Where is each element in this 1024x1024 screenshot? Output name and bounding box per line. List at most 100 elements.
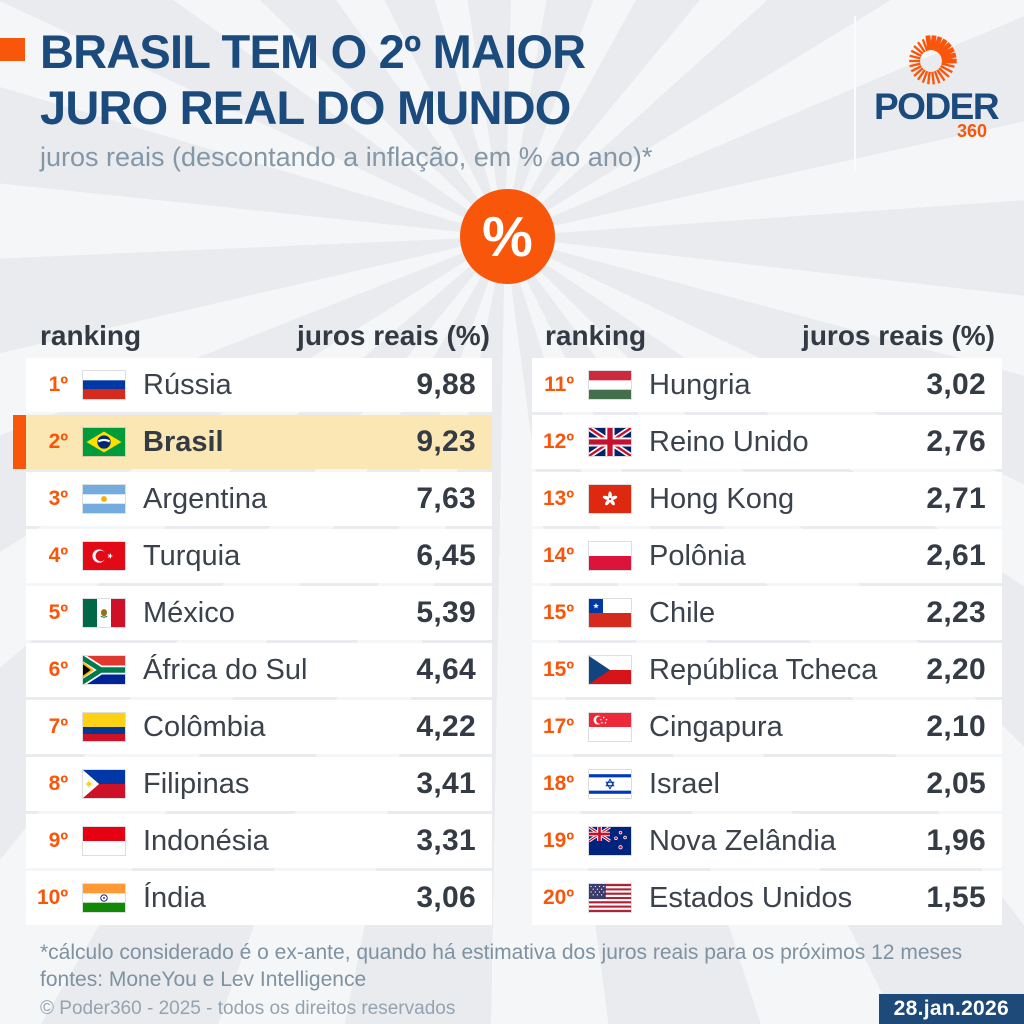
country-name: Turquia xyxy=(143,539,241,572)
country-name: Hungria xyxy=(649,368,751,401)
interest-rate-value: 1,96 xyxy=(926,824,986,857)
table-row: 9º Indonésia 3,31 xyxy=(26,814,492,868)
publication-date-badge: 28.jan.2026 xyxy=(878,994,1024,1024)
flag-poland-icon xyxy=(589,542,631,570)
flag-turkey-icon xyxy=(83,542,125,570)
flag-india-icon xyxy=(83,884,125,912)
interest-rate-value: 4,64 xyxy=(416,653,476,686)
ranking-table-right: 11º Hungria 3,02 12º Reino Unido 2,76 13º Hong … xyxy=(532,358,1002,925)
rank-label: 17º xyxy=(542,715,574,738)
page-title-line-1: BRASIL TEM O 2º MAIOR xyxy=(40,25,586,78)
rank-label: 7º xyxy=(48,715,68,738)
flag-south-africa-icon xyxy=(83,656,125,684)
country-name: Reino Unido xyxy=(649,425,809,458)
interest-rate-value: 1,55 xyxy=(926,881,986,914)
country-name: Argentina xyxy=(143,482,268,515)
copyright-notice: © Poder360 - 2025 - todos os direitos re… xyxy=(40,998,456,1019)
flag-argentina-icon xyxy=(83,485,125,513)
rank-label: 15º xyxy=(542,601,574,624)
country-name: Polônia xyxy=(649,539,746,572)
rank-label: 13º xyxy=(542,487,574,510)
flag-hong-kong-icon xyxy=(589,485,631,513)
table-row: 10º Índia 3,06 xyxy=(26,871,492,925)
flag-hungary-icon xyxy=(589,371,631,399)
interest-rate-value: 2,05 xyxy=(926,767,986,800)
interest-rate-value: 6,45 xyxy=(416,539,476,572)
poder360-logo-suffix: 360 xyxy=(956,121,987,141)
table-row: 7º Colômbia 4,22 xyxy=(26,700,492,754)
flag-israel-icon xyxy=(589,770,631,798)
table-row: 19º Nova Zelândia 1,96 xyxy=(532,814,1002,868)
rank-label: 15º xyxy=(542,658,574,681)
table-row: 12º Reino Unido 2,76 xyxy=(532,415,1002,469)
country-name: República Tcheca xyxy=(649,653,878,686)
country-name: Colômbia xyxy=(143,710,266,743)
rank-label: 10º xyxy=(36,886,68,909)
interest-rate-value: 2,71 xyxy=(926,482,986,515)
page-subtitle: juros reais (descontando a inflação, em … xyxy=(40,142,653,172)
interest-rate-value: 2,20 xyxy=(926,653,986,686)
rank-label: 4º xyxy=(48,544,68,567)
country-name: Índia xyxy=(143,881,206,914)
interest-rate-value: 9,88 xyxy=(416,368,476,401)
rank-label: 6º xyxy=(48,658,68,681)
table-row: 6º África do Sul 4,64 xyxy=(26,643,492,697)
percent-icon: % xyxy=(460,189,555,284)
table-row-highlighted: 2º Brasil 9,23 xyxy=(13,415,492,469)
flag-czech-icon xyxy=(589,656,631,684)
table-header-left: ranking juros reais (%) xyxy=(40,312,490,352)
rank-label: 12º xyxy=(542,430,574,453)
poder360-logo-wordmark: PODER xyxy=(874,86,1000,127)
rank-label: 1º xyxy=(48,373,68,396)
table-header-right: ranking juros reais (%) xyxy=(545,312,995,352)
flag-uk-icon xyxy=(589,428,631,456)
country-name: México xyxy=(143,596,235,629)
flag-mexico-icon xyxy=(83,599,125,627)
country-name: Chile xyxy=(649,596,716,629)
flag-singapore-icon xyxy=(589,713,631,741)
interest-rate-value: 2,76 xyxy=(926,425,986,458)
interest-rate-value: 7,63 xyxy=(416,482,476,515)
table-row: 13º Hong Kong 2,71 xyxy=(532,472,1002,526)
table-row: 11º Hungria 3,02 xyxy=(532,358,1002,412)
logo-divider xyxy=(854,16,856,172)
table-row: 3º Argentina 7,63 xyxy=(26,472,492,526)
page-title-line-2: JURO REAL DO MUNDO xyxy=(40,81,571,134)
country-name: África do Sul xyxy=(143,653,308,686)
rank-label: 19º xyxy=(542,829,574,852)
title-marker xyxy=(0,38,25,61)
rank-label: 14º xyxy=(542,544,574,567)
table-row: 18º Israel 2,05 xyxy=(532,757,1002,811)
rank-label: 8º xyxy=(48,772,68,795)
column-header-juros-reais: juros reais (%) xyxy=(297,320,490,351)
country-name: Israel xyxy=(649,767,720,800)
country-name: Hong Kong xyxy=(649,482,795,515)
interest-rate-value: 2,61 xyxy=(926,539,986,572)
ranking-table-left: 1º Rússia 9,88 2º Brasil 9,23 3º Argentina 7,63 4… xyxy=(13,358,492,925)
table-row: 14º Polônia 2,61 xyxy=(532,529,1002,583)
flag-new-zealand-icon xyxy=(589,827,631,855)
country-name: Estados Unidos xyxy=(649,881,853,914)
flag-colombia-icon xyxy=(83,713,125,741)
rank-label: 5º xyxy=(48,601,68,624)
table-row: 15º Chile 2,23 xyxy=(532,586,1002,640)
poder360-sunburst-icon xyxy=(909,35,957,85)
flag-chile-icon xyxy=(589,599,631,627)
interest-rate-value: 2,10 xyxy=(926,710,986,743)
rank-label: 2º xyxy=(48,430,68,453)
country-name: Nova Zelândia xyxy=(649,824,836,857)
rank-label: 9º xyxy=(48,829,68,852)
interest-rate-value: 3,41 xyxy=(416,767,476,800)
interest-rate-value: 3,31 xyxy=(416,824,476,857)
rank-label: 3º xyxy=(48,487,68,510)
table-row: 8º Filipinas 3,41 xyxy=(26,757,492,811)
table-row: 20º Estados Unidos 1,55 xyxy=(532,871,1002,925)
table-row: 1º Rússia 9,88 xyxy=(26,358,492,412)
interest-rate-value: 3,02 xyxy=(926,368,986,401)
flag-brazil-icon xyxy=(83,428,125,456)
footnote-methodology: *cálculo considerado é o ex-ante, quando… xyxy=(40,941,963,964)
country-name: Brasil xyxy=(143,425,224,458)
flag-philippines-icon xyxy=(83,770,125,798)
table-row: 17º Cingapura 2,10 xyxy=(532,700,1002,754)
